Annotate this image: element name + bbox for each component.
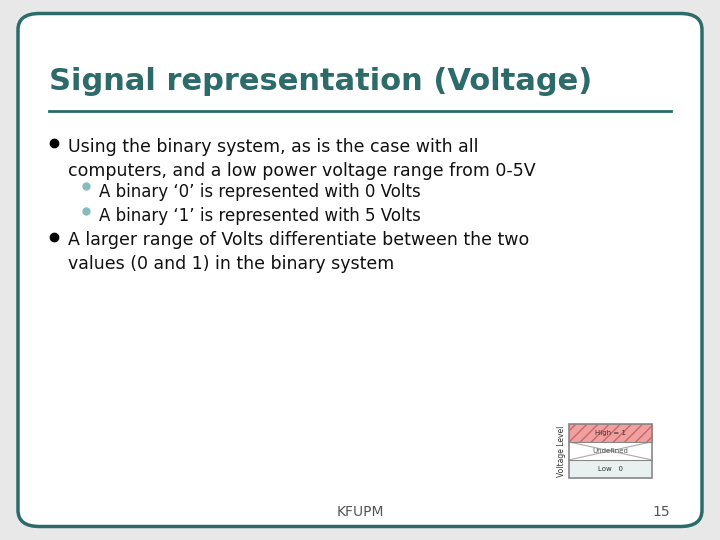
Text: 15: 15 <box>652 505 670 519</box>
Bar <box>569 424 652 442</box>
Bar <box>569 442 652 460</box>
Text: Using the binary system, as is the case with all: Using the binary system, as is the case … <box>68 138 479 156</box>
Text: KFUPM: KFUPM <box>336 505 384 519</box>
FancyBboxPatch shape <box>18 14 702 526</box>
Text: Low   0: Low 0 <box>598 466 623 472</box>
Text: A binary ‘1’ is represented with 5 Volts: A binary ‘1’ is represented with 5 Volts <box>99 207 421 225</box>
Text: computers, and a low power voltage range from 0-5V: computers, and a low power voltage range… <box>68 162 536 180</box>
Text: A binary ‘0’ is represented with 0 Volts: A binary ‘0’ is represented with 0 Volts <box>99 183 421 200</box>
Text: Signal representation (Voltage): Signal representation (Voltage) <box>49 68 593 97</box>
Text: Undefined: Undefined <box>593 448 628 454</box>
Text: A larger range of Volts differentiate between the two: A larger range of Volts differentiate be… <box>68 231 530 249</box>
Text: Voltage Level: Voltage Level <box>557 425 566 477</box>
Text: values (0 and 1) in the binary system: values (0 and 1) in the binary system <box>68 255 395 273</box>
Bar <box>569 424 652 478</box>
Bar <box>569 460 652 478</box>
Text: High = 1: High = 1 <box>595 430 626 436</box>
Bar <box>569 424 652 442</box>
